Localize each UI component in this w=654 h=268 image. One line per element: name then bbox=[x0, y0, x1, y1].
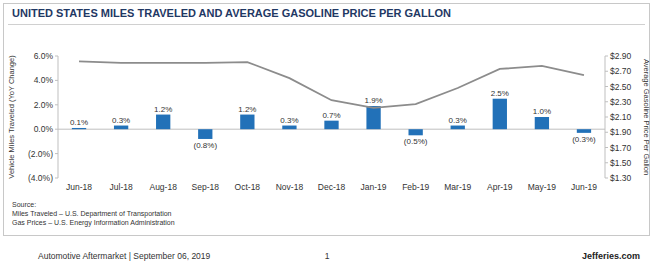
footer-right: Jefferies.com bbox=[582, 251, 640, 261]
y-tick bbox=[55, 178, 58, 179]
bar bbox=[535, 117, 549, 129]
x-tick-label: Aug-18 bbox=[149, 182, 177, 192]
y2-tick bbox=[605, 178, 608, 179]
data-label: 1.9% bbox=[364, 96, 382, 105]
footer-left: Automotive Aftermarket | September 06, 2… bbox=[38, 251, 211, 261]
x-tick-label: Mar-19 bbox=[444, 182, 471, 192]
bar bbox=[114, 126, 128, 130]
y-tick-label: 0.0% bbox=[34, 124, 54, 134]
data-label: (0.3%) bbox=[572, 135, 596, 144]
x-tick-label: May-19 bbox=[528, 182, 557, 192]
bar bbox=[240, 115, 254, 130]
source-note: Gas Prices – U.S. Energy Information Adm… bbox=[12, 219, 175, 227]
bar bbox=[156, 115, 170, 130]
y2-tick-label: $2.70 bbox=[610, 66, 632, 76]
y-tick-label: (2.0%) bbox=[28, 149, 53, 159]
y2-tick-label: $1.30 bbox=[610, 173, 632, 183]
y2-tick bbox=[605, 162, 608, 163]
x-tick-label: Jul-18 bbox=[110, 182, 133, 192]
data-label: 1.0% bbox=[533, 107, 551, 116]
x-tick-label: Nov-18 bbox=[276, 182, 304, 192]
y2-tick bbox=[605, 86, 608, 87]
y2-tick-label: $1.70 bbox=[610, 143, 632, 153]
bar bbox=[451, 126, 465, 130]
chart-frame bbox=[4, 4, 650, 236]
x-tick-label: Feb-19 bbox=[402, 182, 429, 192]
title-rule bbox=[8, 24, 645, 25]
y-tick bbox=[55, 56, 58, 57]
y2-axis-title: Average Gasoline Price Per Gallon bbox=[642, 59, 651, 175]
x-tick-label: Sep-18 bbox=[192, 182, 220, 192]
y-tick-label: 4.0% bbox=[34, 75, 54, 85]
x-tick-label: Jan-19 bbox=[361, 182, 387, 192]
y2-tick bbox=[605, 71, 608, 72]
y-axis-line bbox=[58, 56, 59, 178]
bar bbox=[577, 129, 591, 133]
bar bbox=[409, 129, 423, 135]
bar bbox=[493, 99, 507, 130]
y2-tick bbox=[605, 147, 608, 148]
y2-tick bbox=[605, 132, 608, 133]
y-tick bbox=[55, 129, 58, 130]
data-label: 0.3% bbox=[449, 116, 467, 125]
data-label: 2.5% bbox=[491, 89, 509, 98]
bar bbox=[324, 121, 338, 130]
y2-tick-label: $2.50 bbox=[610, 82, 632, 92]
data-label: 0.1% bbox=[70, 118, 88, 127]
data-label: (0.8%) bbox=[193, 141, 217, 150]
bar bbox=[72, 128, 86, 129]
data-label: (0.5%) bbox=[404, 137, 428, 146]
source-note: Miles Traveled – U.S. Department of Tran… bbox=[12, 210, 172, 218]
price-line bbox=[79, 61, 584, 108]
plot-area bbox=[58, 61, 605, 139]
data-label: 0.3% bbox=[280, 116, 298, 125]
y-tick-label: 2.0% bbox=[34, 100, 54, 110]
x-tick-label: Oct-18 bbox=[235, 182, 261, 192]
x-tick-label: Jun-19 bbox=[571, 182, 597, 192]
y-tick bbox=[55, 153, 58, 154]
y2-tick-label: $1.50 bbox=[610, 158, 632, 168]
y2-tick-label: $1.90 bbox=[610, 127, 632, 137]
y2-tick bbox=[605, 56, 608, 57]
y2-tick bbox=[605, 117, 608, 118]
data-label: 0.3% bbox=[112, 116, 130, 125]
y-tick bbox=[55, 80, 58, 81]
x-tick-label: Jun-18 bbox=[66, 182, 92, 192]
bar bbox=[366, 106, 380, 129]
x-tick-label: Apr-19 bbox=[487, 182, 513, 192]
bar bbox=[282, 126, 296, 130]
y2-tick-label: $2.90 bbox=[610, 51, 632, 61]
y2-tick-label: $2.10 bbox=[610, 112, 632, 122]
data-label: 1.2% bbox=[238, 105, 256, 114]
x-tick-label: Dec-18 bbox=[318, 182, 346, 192]
y-tick bbox=[55, 104, 58, 105]
y2-tick bbox=[605, 101, 608, 102]
y-tick-label: (4.0%) bbox=[28, 173, 53, 183]
y-tick-label: 6.0% bbox=[34, 51, 54, 61]
y2-tick-label: $2.30 bbox=[610, 97, 632, 107]
title: UNITED STATES MILES TRAVELED AND AVERAGE… bbox=[12, 7, 451, 19]
data-label: 1.2% bbox=[154, 105, 172, 114]
y-axis-title: Vehicle Miles Traveled (YoY Change) bbox=[7, 55, 16, 179]
source-note: Source: bbox=[12, 201, 36, 208]
chart-svg: UNITED STATES MILES TRAVELED AND AVERAGE… bbox=[0, 0, 654, 268]
bar bbox=[198, 129, 212, 139]
page-number: 1 bbox=[325, 251, 330, 261]
data-label: 0.7% bbox=[322, 111, 340, 120]
